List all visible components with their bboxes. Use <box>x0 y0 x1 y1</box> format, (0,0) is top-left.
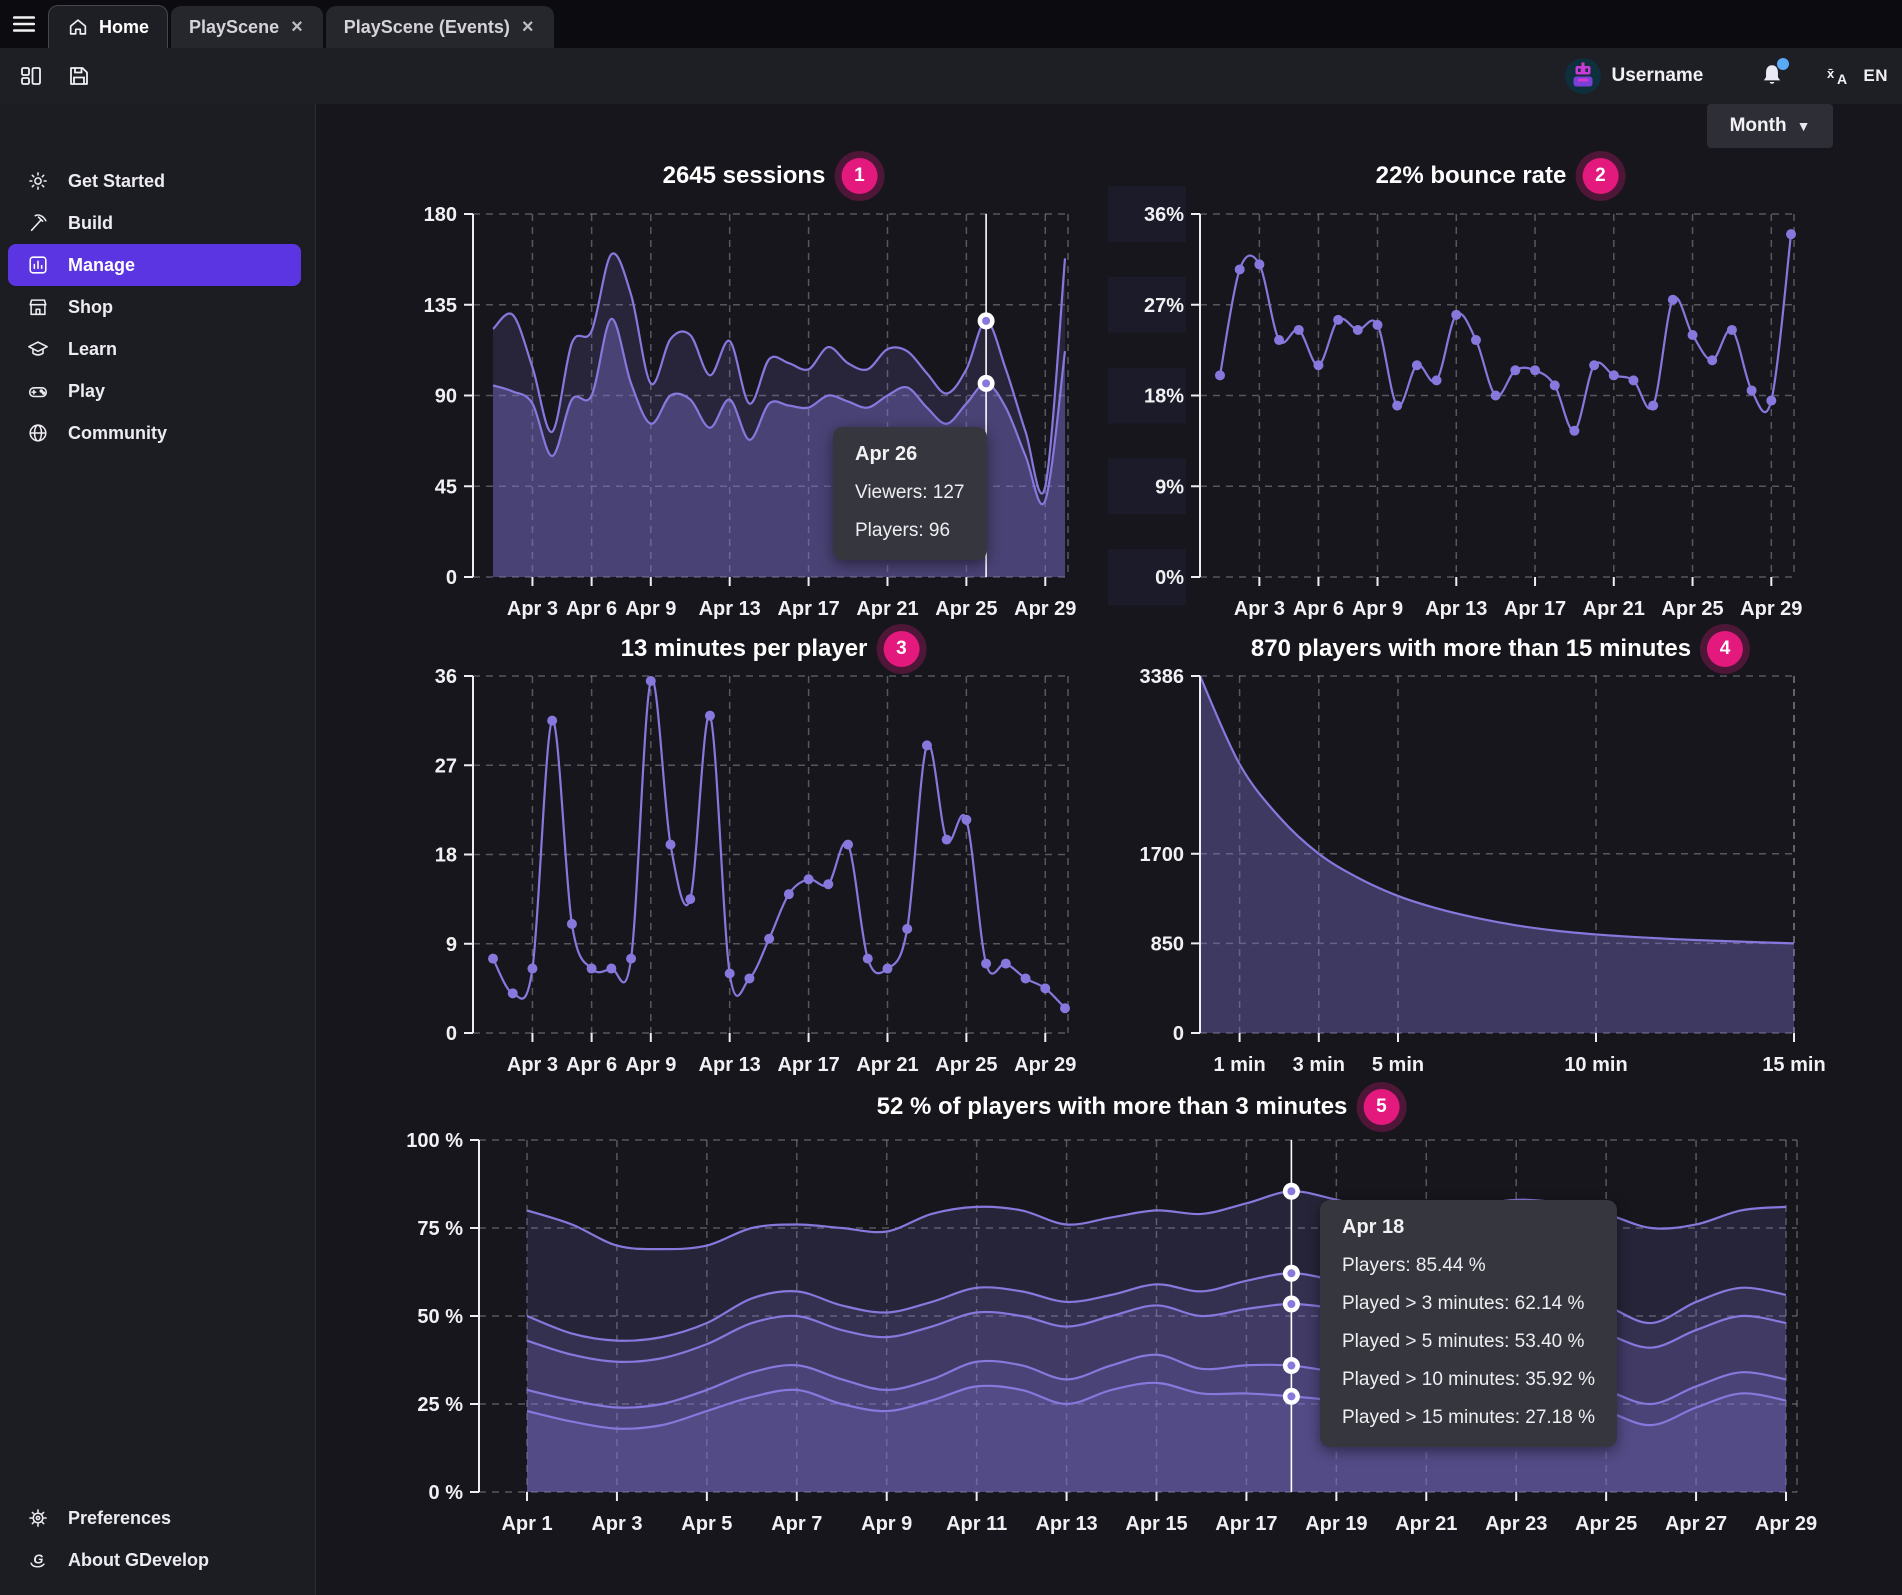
language-code: EN <box>1863 66 1888 85</box>
sidebar: Get Started Build Manage <box>0 104 316 1595</box>
tab-label: Home <box>99 16 150 37</box>
sun-icon <box>26 169 50 193</box>
save-button[interactable] <box>62 59 96 93</box>
sidebar-item-shop[interactable]: Shop <box>0 286 315 328</box>
sidebar-item-play[interactable]: Play <box>0 370 315 412</box>
home-icon <box>67 16 89 38</box>
tooltip-title: Apr 26 <box>855 443 918 465</box>
gear-icon <box>26 1506 50 1530</box>
period-selector[interactable]: Month ▼ <box>1707 104 1833 148</box>
sidebar-item-label: Learn <box>68 338 118 359</box>
sidebar-item-label: Community <box>68 422 167 443</box>
sidebar-item-manage[interactable]: Manage <box>8 244 301 286</box>
chart-tooltip-engagement: Apr 18 Players: 85.44 % Played > 3 minute… <box>1320 1200 1617 1447</box>
svg-text:A: A <box>1837 71 1847 87</box>
sidebar-item-learn[interactable]: Learn <box>0 328 315 370</box>
tab-home[interactable]: Home <box>48 5 169 48</box>
toolbar: Username x̄ A EN <box>0 48 1902 104</box>
svg-text:x̄: x̄ <box>1827 66 1835 81</box>
chart-hover-area-bounce[interactable] <box>1200 214 1794 577</box>
tooltip-title: Apr 18 <box>1342 1216 1405 1238</box>
svg-text:G: G <box>33 1552 43 1567</box>
graduation-cap-icon <box>26 337 50 361</box>
storefront-icon <box>26 295 50 319</box>
chart-hover-area-retention[interactable] <box>1200 676 1794 1033</box>
open-panels-button[interactable] <box>14 59 48 93</box>
notifications-button[interactable] <box>1759 58 1790 91</box>
tab-playscene-events[interactable]: PlayScene (Events) × <box>325 6 554 48</box>
sidebar-item-label: Get Started <box>68 170 166 191</box>
gdevelop-logo-icon: G <box>26 1548 50 1572</box>
notification-dot <box>1777 58 1790 70</box>
callout-badge-2: 2 <box>1582 158 1619 194</box>
controller-icon <box>26 379 50 403</box>
tab-playscene[interactable]: PlayScene × <box>171 6 323 48</box>
sidebar-item-get-started[interactable]: Get Started <box>0 160 315 202</box>
chevron-down-icon: ▼ <box>1796 118 1811 134</box>
sidebar-item-label: Manage <box>68 254 136 275</box>
sidebar-item-community[interactable]: Community <box>0 412 315 454</box>
tab-bar: Home PlayScene × PlayScene (Events) × <box>0 0 1902 48</box>
callout-badge-1: 1 <box>841 158 878 194</box>
analytics-icon <box>26 253 50 277</box>
chart-bounce-rate[interactable]: 0%9%18%27%36%Apr 3 Apr 6 Apr 9 Apr 13 Apr 17… <box>1108 186 1802 620</box>
sidebar-item-label: Play <box>68 380 106 401</box>
sidebar-item-about[interactable]: G About GDevelop <box>0 1539 315 1581</box>
hamburger-menu-icon[interactable] <box>0 0 48 48</box>
language-selector[interactable]: x̄ A EN <box>1825 64 1888 88</box>
translate-icon: x̄ A <box>1825 64 1851 88</box>
chart-title-bounce: 22% bounce rate 2 <box>1376 158 1619 194</box>
chart-title-sessions: 2645 sessions 1 <box>663 158 878 194</box>
avatar[interactable] <box>1565 58 1602 94</box>
callout-badge-5: 5 <box>1363 1089 1400 1125</box>
pickaxe-icon <box>26 211 50 235</box>
tab-label: PlayScene <box>189 16 280 37</box>
chart-title-retention: 870 players with more than 15 minutes 4 <box>1251 631 1744 667</box>
sidebar-item-label: Preferences <box>68 1507 172 1528</box>
callout-badge-4: 4 <box>1707 631 1744 667</box>
globe-icon <box>26 421 50 445</box>
sidebar-item-preferences[interactable]: Preferences <box>0 1497 315 1539</box>
sidebar-item-label: Shop <box>68 296 113 317</box>
sidebar-item-label: Build <box>68 212 113 233</box>
chart-hover-area-minutes[interactable] <box>473 676 1068 1033</box>
username-label[interactable]: Username <box>1611 65 1704 86</box>
sidebar-item-label: About GDevelop <box>68 1549 210 1570</box>
callout-badge-3: 3 <box>883 631 920 667</box>
chart-title-engagement: 52 % of players with more than 3 minutes… <box>877 1089 1400 1125</box>
close-icon[interactable]: × <box>521 16 534 38</box>
sidebar-item-build[interactable]: Build <box>0 202 315 244</box>
tooltip-lines: Viewers: 127 Players: 96 <box>855 482 965 541</box>
tab-label: PlayScene (Events) <box>343 16 510 37</box>
chart-title-minutes: 13 minutes per player 3 <box>621 631 920 667</box>
close-icon[interactable]: × <box>291 16 303 38</box>
tooltip-lines: Players: 85.44 % Played > 3 minutes: 62.1… <box>1342 1255 1595 1428</box>
period-selector-value: Month <box>1729 115 1787 136</box>
chart-tooltip-sessions: Apr 26 Viewers: 127 Players: 96 <box>833 427 987 560</box>
